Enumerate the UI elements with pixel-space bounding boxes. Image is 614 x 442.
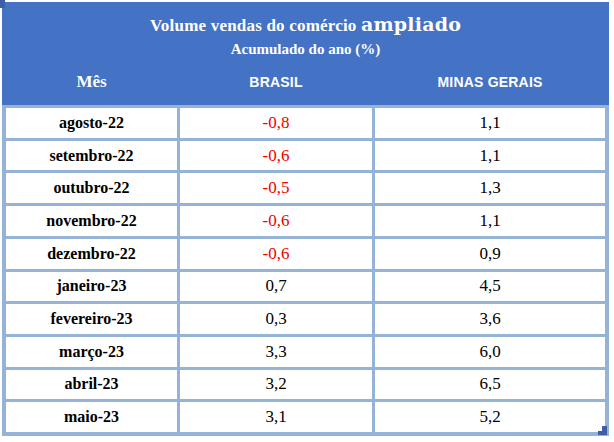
table-row: maio-23 3,1 5,2 [6,402,605,432]
table-row: setembro-22 -0,6 1,1 [6,141,605,171]
page: Volume vendas do comércio ampliado Acumu… [0,0,614,442]
table-body: agosto-22 -0,8 1,1 setembro-22 -0,6 1,1 … [2,105,609,436]
table-row: agosto-22 -0,8 1,1 [6,108,605,138]
column-header-brasil: BRASIL [180,74,372,90]
brasil-value-cell: -0,6 [180,206,372,236]
column-header-row: Mês BRASIL MINAS GERAIS [2,58,609,105]
table-subtitle: Acumulado do ano (%) [2,41,609,58]
month-cell: setembro-22 [6,141,177,171]
month-cell: abril-23 [6,370,177,400]
minas-gerais-value-cell: 1,1 [375,206,605,236]
minas-gerais-value-cell: 6,5 [375,370,605,400]
brasil-value-cell: -0,6 [180,239,372,269]
table-row: fevereiro-23 0,3 3,6 [6,304,605,334]
month-cell: março-23 [6,337,177,367]
table-header: Volume vendas do comércio ampliado Acumu… [2,2,609,105]
sales-volume-table: Volume vendas do comércio ampliado Acumu… [2,2,609,436]
minas-gerais-value-cell: 1,1 [375,141,605,171]
minas-gerais-value-cell: 0,9 [375,239,605,269]
column-header-minas-gerais: MINAS GERAIS [375,74,605,90]
column-header-month: Mês [6,72,177,92]
brasil-value-cell: 3,3 [180,337,372,367]
table-row: março-23 3,3 6,0 [6,337,605,367]
table-title: Volume vendas do comércio ampliado [2,13,609,36]
table-title-main: Volume vendas do comércio [150,16,357,35]
table-title-emphasis: ampliado [361,13,461,35]
brasil-value-cell: 0,7 [180,272,372,302]
month-cell: janeiro-23 [6,272,177,302]
month-cell: dezembro-22 [6,239,177,269]
selection-handle-top-left-icon [0,0,5,8]
table-row: janeiro-23 0,7 4,5 [6,272,605,302]
minas-gerais-value-cell: 4,5 [375,272,605,302]
month-cell: fevereiro-23 [6,304,177,334]
minas-gerais-value-cell: 1,1 [375,108,605,138]
brasil-value-cell: 3,1 [180,402,372,432]
minas-gerais-value-cell: 1,3 [375,173,605,203]
month-cell: agosto-22 [6,108,177,138]
brasil-value-cell: 0,3 [180,304,372,334]
brasil-value-cell: -0,8 [180,108,372,138]
minas-gerais-value-cell: 5,2 [375,402,605,432]
brasil-value-cell: -0,6 [180,141,372,171]
table-row: abril-23 3,2 6,5 [6,370,605,400]
table-row: dezembro-22 -0,6 0,9 [6,239,605,269]
month-cell: outubro-22 [6,173,177,203]
table-row: novembro-22 -0,6 1,1 [6,206,605,236]
minas-gerais-value-cell: 3,6 [375,304,605,334]
brasil-value-cell: -0,5 [180,173,372,203]
brasil-value-cell: 3,2 [180,370,372,400]
minas-gerais-value-cell: 6,0 [375,337,605,367]
month-cell: novembro-22 [6,206,177,236]
month-cell: maio-23 [6,402,177,432]
table-row: outubro-22 -0,5 1,3 [6,173,605,203]
